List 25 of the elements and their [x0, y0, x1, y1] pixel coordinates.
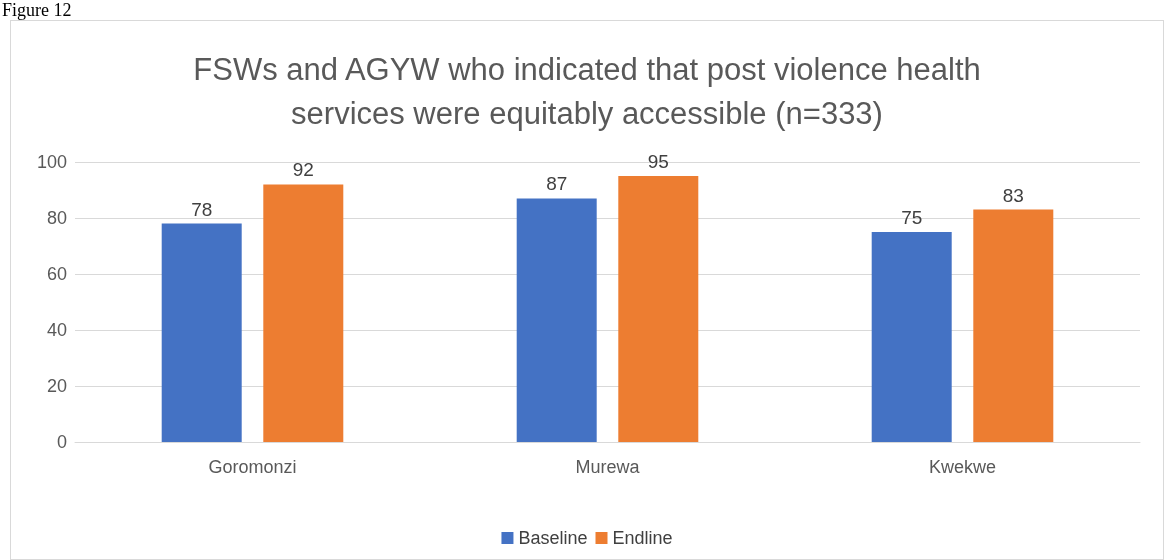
bar [516, 198, 597, 442]
bar [161, 223, 242, 442]
y-tick-label: 0 [56, 432, 67, 452]
chart-title: FSWs and AGYW who indicated that post violence health services were equitably accessible (n=333) [193, 51, 981, 131]
data-label: 95 [647, 151, 669, 172]
y-tick-label: 80 [46, 208, 67, 228]
bar [871, 232, 952, 442]
x-tick-label: Murewa [575, 457, 641, 477]
bar [973, 209, 1054, 442]
data-label: 92 [292, 159, 314, 181]
x-tick-label: Kwekwe [928, 457, 997, 477]
legend-label: Baseline [518, 528, 588, 548]
legend-label: Endline [612, 528, 673, 548]
data-label: 87 [546, 173, 568, 195]
x-tick-label: Goromonzi [208, 457, 297, 477]
caption: Figure 12 [2, 0, 72, 20]
y-tick-label: 20 [46, 376, 67, 396]
y-tick-label: 60 [46, 264, 67, 284]
data-label: 75 [901, 207, 923, 228]
y-tick-label: 100 [36, 152, 67, 172]
bar [263, 184, 344, 442]
bar [618, 176, 699, 442]
data-label: 83 [1002, 184, 1024, 206]
y-tick-label: 40 [46, 320, 67, 340]
data-label: 78 [191, 198, 213, 220]
